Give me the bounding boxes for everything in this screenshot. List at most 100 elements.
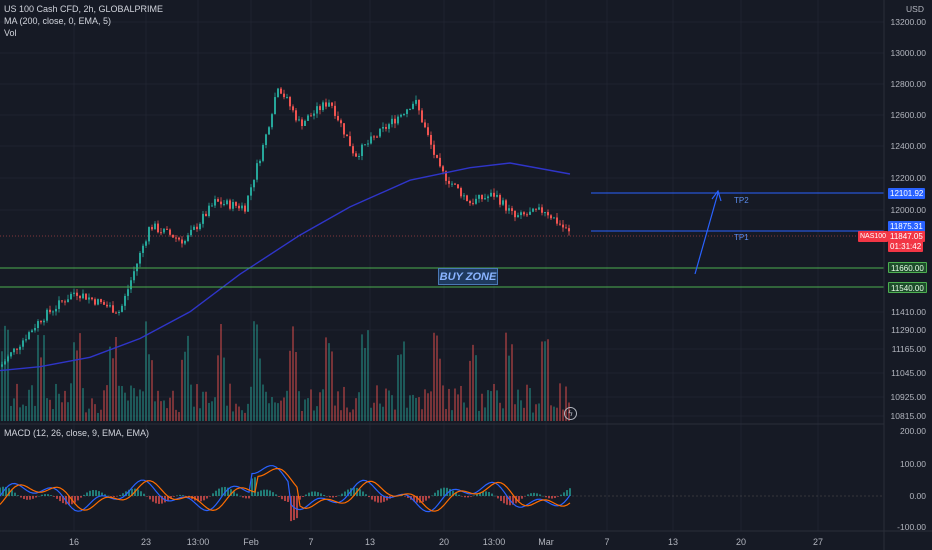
histogram-bar (221, 487, 223, 496)
histogram-bar (320, 493, 322, 496)
candle-body (67, 299, 69, 303)
candle-body (406, 109, 408, 114)
volume-bar (172, 390, 174, 421)
histogram-bar (179, 494, 181, 496)
candle-body (292, 106, 294, 111)
volume-bar (373, 402, 375, 421)
histogram-bar (275, 494, 277, 496)
volume-bar (481, 393, 483, 421)
candle-body (430, 134, 432, 145)
lightning-icon[interactable]: ϟ (564, 407, 577, 420)
volume-bar (61, 402, 63, 421)
bar-countdown: 01:31:42 (888, 241, 924, 252)
volume-bar (136, 396, 138, 421)
histogram-bar (545, 496, 547, 498)
volume-legend[interactable]: Vol (4, 28, 17, 38)
candle-body (334, 105, 336, 116)
ma-legend[interactable]: MA (200, close, 0, EMA, 5) (4, 16, 112, 26)
candle-body (217, 199, 219, 202)
volume-bar (169, 397, 171, 421)
volume-bar (268, 403, 270, 421)
histogram-bar (479, 492, 481, 496)
candle-body (136, 263, 138, 272)
symbol-legend[interactable]: US 100 Cash CFD, 2h, GLOBALPRIME (4, 4, 164, 14)
histogram-bar (536, 493, 538, 496)
candle-body (490, 192, 492, 197)
candle-body (508, 208, 510, 211)
volume-bar (508, 355, 510, 421)
histogram-bar (308, 492, 310, 496)
macd-legend[interactable]: MACD (12, 26, close, 9, EMA, EMA) (4, 428, 150, 438)
histogram-bar (299, 496, 301, 500)
histogram-bar (224, 486, 226, 496)
histogram-bar (80, 496, 82, 498)
candle-body (193, 226, 195, 230)
candle-body (202, 213, 204, 224)
histogram-bar (413, 496, 415, 502)
histogram-bar (212, 493, 214, 496)
tp2-label[interactable]: TP2 (734, 196, 749, 205)
volume-bar (385, 388, 387, 421)
candle-body (34, 327, 36, 331)
volume-bar (352, 409, 354, 421)
histogram-bar (155, 496, 157, 504)
candle-body (277, 88, 279, 98)
histogram-bar (452, 490, 454, 496)
volume-bar (16, 383, 18, 421)
volume-bar (370, 407, 372, 421)
histogram-bar (524, 496, 526, 497)
histogram-bar (488, 492, 490, 496)
tp1-label[interactable]: TP1 (734, 233, 749, 242)
candle-body (544, 212, 546, 214)
histogram-bar (263, 489, 265, 496)
candle-body (1, 364, 3, 367)
candle-body (85, 293, 87, 300)
volume-bar (142, 391, 144, 421)
volume-bar (349, 412, 351, 421)
histogram-bar (158, 496, 160, 504)
volume-bar (400, 354, 402, 421)
histogram-bar (74, 496, 76, 503)
date-tick: 20 (438, 537, 450, 547)
histogram-bar (533, 492, 535, 496)
histogram-bar (257, 491, 259, 496)
projection-arrow[interactable] (694, 189, 722, 275)
volume-bar (217, 355, 219, 421)
volume-bar (325, 337, 327, 421)
buy-zone-label[interactable]: BUY ZONE (438, 268, 498, 285)
histogram-bar (278, 496, 280, 497)
volume-bar (499, 402, 501, 421)
histogram-bar (530, 493, 532, 496)
candle-body (385, 127, 387, 129)
histogram-bar (14, 492, 16, 496)
volume-bar (436, 335, 438, 421)
histogram-bar (500, 496, 502, 502)
histogram-bar (353, 487, 355, 496)
symbol-price-tag: NAS100 (858, 231, 888, 242)
candle-body (556, 217, 558, 224)
candle-body (190, 229, 192, 236)
volume-bar (205, 391, 207, 421)
candle-body (355, 153, 357, 157)
histogram-bar (437, 490, 439, 496)
volume-bar (502, 408, 504, 421)
candle-body (109, 305, 111, 307)
candle-body (46, 309, 48, 321)
histogram-bar (521, 496, 523, 499)
histogram-bar (404, 496, 406, 497)
candle-body (94, 299, 96, 305)
volume-bar (28, 389, 30, 421)
candle-body (289, 97, 291, 107)
candle-body (205, 213, 207, 217)
volume-bar (145, 321, 147, 421)
histogram-bar (176, 495, 178, 496)
volume-bar (322, 389, 324, 421)
candle-body (61, 300, 63, 302)
zone-top-price-tag: 11660.00 (888, 262, 927, 273)
volume-bar (100, 409, 102, 421)
histogram-bar (512, 496, 514, 505)
volume-bar (316, 406, 318, 421)
candle-body (13, 348, 15, 353)
volume-bar (175, 409, 177, 421)
